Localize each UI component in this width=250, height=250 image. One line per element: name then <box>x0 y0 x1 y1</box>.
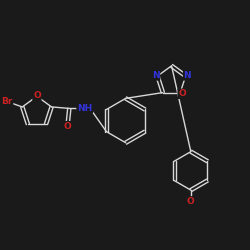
Text: O: O <box>33 92 41 100</box>
Text: NH: NH <box>77 104 92 113</box>
Text: N: N <box>184 71 191 80</box>
Text: Br: Br <box>1 97 13 106</box>
Text: O: O <box>178 89 186 98</box>
Text: O: O <box>187 197 195 206</box>
Text: N: N <box>152 71 160 80</box>
Text: O: O <box>64 122 72 131</box>
